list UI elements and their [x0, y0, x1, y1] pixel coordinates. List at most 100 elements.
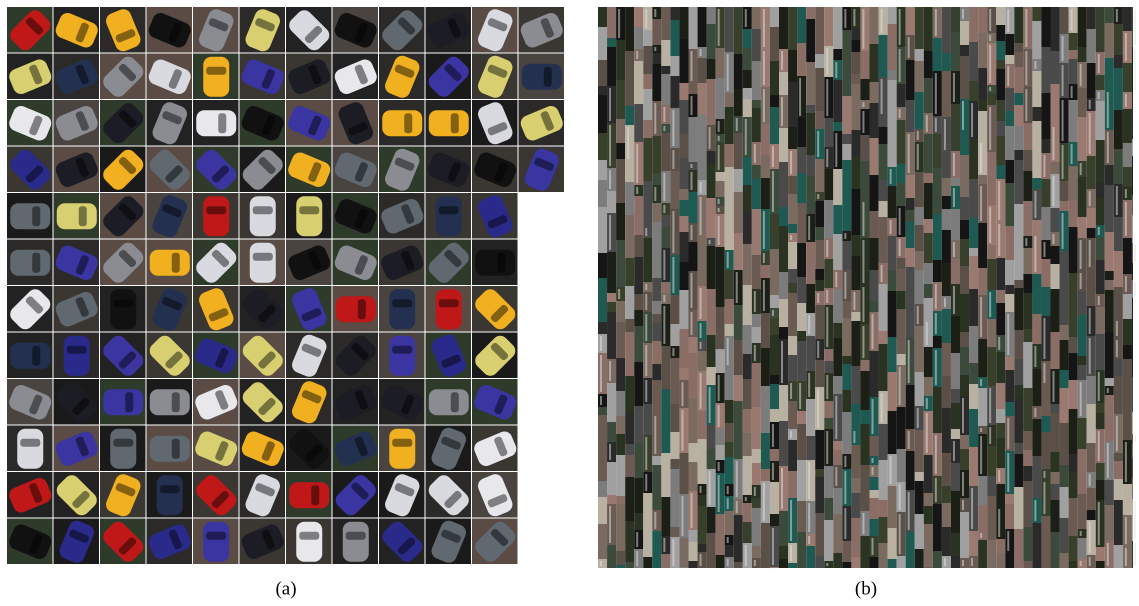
- image-tile: [761, 265, 770, 278]
- image-tile: [625, 63, 634, 106]
- image-tile: [1051, 7, 1060, 51]
- image-tile: [1078, 161, 1087, 177]
- image-tile: [1114, 338, 1123, 359]
- stripe: [989, 107, 991, 150]
- image-tile: [1069, 200, 1078, 227]
- stripe: [609, 170, 611, 189]
- image-tile: [815, 159, 824, 192]
- image-tile: [1069, 33, 1078, 50]
- image-tile: [670, 358, 679, 404]
- image-tile: [1123, 359, 1132, 402]
- image-tile: [725, 144, 734, 167]
- image-tile: [1051, 404, 1060, 413]
- windshield: [451, 392, 459, 412]
- windshield: [20, 439, 40, 447]
- image-tile: [951, 316, 960, 353]
- image-tile: [879, 201, 888, 217]
- image-tile: [996, 258, 1005, 290]
- image-tile: [607, 191, 616, 213]
- windshield: [172, 439, 180, 459]
- image-tile: [1123, 31, 1132, 63]
- image-tile: [652, 278, 661, 301]
- stripe: [790, 431, 792, 438]
- image-tile: [1060, 268, 1069, 278]
- image-tile: [842, 506, 851, 541]
- stripe: [872, 467, 874, 475]
- image-tile: [1060, 143, 1069, 181]
- image-tile: [906, 490, 915, 532]
- stripe: [862, 9, 864, 49]
- image-tile: [607, 168, 616, 191]
- stripe: [1071, 86, 1073, 98]
- image-tile: [1069, 409, 1078, 454]
- stripe: [645, 294, 647, 310]
- image-tile: [851, 518, 860, 557]
- image-tile: [1014, 67, 1023, 93]
- image-tile: [716, 460, 725, 473]
- windshield: [404, 113, 412, 133]
- image-tile: [978, 175, 987, 184]
- image-tile: [1023, 274, 1032, 293]
- image-tile: [634, 406, 643, 443]
- image-tile: [906, 248, 915, 267]
- stripe: [1025, 51, 1027, 85]
- vehicle: [343, 522, 369, 562]
- image-tile: [1023, 171, 1032, 201]
- stripe: [654, 512, 656, 529]
- stripe: [1089, 240, 1091, 267]
- image-tile: [761, 209, 770, 251]
- image-tile: [770, 295, 779, 308]
- stripe: [989, 45, 991, 83]
- image-tile: [679, 290, 688, 329]
- image-tile: [915, 270, 924, 304]
- image-tile: [725, 299, 734, 324]
- image-tile: [1032, 234, 1041, 274]
- image-tile: [797, 501, 806, 532]
- image-tile: [996, 507, 1005, 539]
- image-tile: [897, 206, 906, 237]
- image-tile: [1051, 500, 1060, 532]
- image-tile: [716, 514, 725, 555]
- image-tile: [698, 286, 707, 321]
- image-tile: [888, 486, 897, 528]
- image-tile: [752, 485, 761, 498]
- image-tile: [743, 29, 752, 48]
- image-tile: [851, 235, 860, 256]
- image-tile: [1123, 546, 1132, 568]
- image-tile: [951, 209, 960, 240]
- image-tile: [752, 179, 761, 209]
- image-tile: [860, 285, 869, 324]
- image-tile: [716, 292, 725, 307]
- stripe: [790, 383, 792, 399]
- image-tile: [743, 285, 752, 325]
- image-tile: [779, 546, 788, 559]
- image-tile: [1032, 7, 1041, 21]
- image-tile: [1023, 342, 1032, 388]
- image-tile: [716, 445, 725, 460]
- image-tile: [906, 198, 915, 210]
- image-tile: [978, 184, 987, 223]
- image-tile: [689, 398, 698, 443]
- stripe: [1034, 236, 1036, 272]
- image-tile: [1069, 273, 1078, 295]
- image-tile: [815, 54, 824, 68]
- image-tile: [1123, 507, 1132, 515]
- image-tile: [933, 433, 942, 476]
- image-tile: [725, 107, 734, 144]
- image-tile: [969, 531, 978, 556]
- image-tile: [779, 299, 788, 327]
- image-tile: [643, 282, 652, 292]
- image-tile: [716, 214, 725, 247]
- image-tile: [924, 183, 933, 219]
- image-tile: [1114, 414, 1123, 453]
- image-tile: [851, 130, 860, 157]
- image-tile: [661, 304, 670, 346]
- image-tile: [833, 169, 842, 205]
- vehicle: [110, 429, 136, 469]
- image-tile: [1023, 431, 1032, 450]
- image-tile: [698, 321, 707, 340]
- stripe: [645, 228, 647, 236]
- stripe: [636, 187, 638, 194]
- image-tile: [1060, 98, 1069, 143]
- image-tile: [851, 366, 860, 404]
